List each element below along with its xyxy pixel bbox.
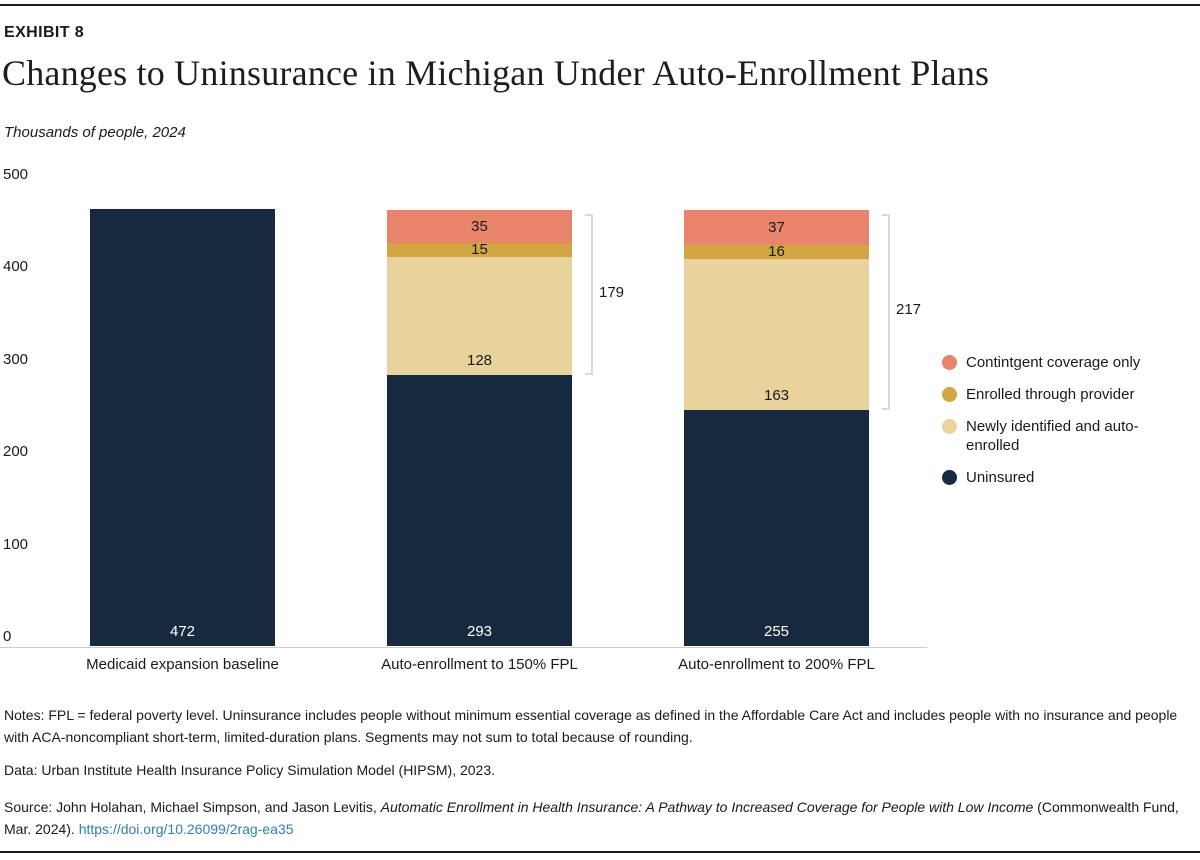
legend-label: Contintgent coverage only bbox=[966, 354, 1141, 371]
bottom-rule bbox=[0, 851, 1200, 853]
y-axis-tick-label: 200 bbox=[3, 443, 29, 461]
y-axis-tick-label: 300 bbox=[3, 350, 29, 368]
chart-legend: Contintgent coverage only Enrolled throu… bbox=[942, 353, 1172, 487]
doi-link[interactable]: https://doi.org/10.26099/2rag-ea35 bbox=[78, 821, 294, 837]
data-credit-text: Data: Urban Institute Health Insurance P… bbox=[4, 762, 496, 778]
bar-value-label: 293 bbox=[466, 622, 493, 640]
legend-item: Enrolled through provider bbox=[942, 385, 1172, 404]
legend-item: Uninsured bbox=[942, 468, 1172, 487]
y-axis-tick-label: 0 bbox=[3, 628, 12, 645]
legend-swatch-contingent bbox=[942, 355, 957, 370]
notes-text: Notes: FPL = federal poverty level. Unin… bbox=[4, 707, 1178, 745]
bar-segment: 163 bbox=[684, 259, 869, 411]
bar-value-label: 163 bbox=[763, 387, 790, 405]
x-axis-category-label: Medicaid expansion baseline bbox=[86, 656, 279, 673]
page-title: Changes to Uninsurance in Michigan Under… bbox=[2, 53, 990, 93]
bar-value-label: 16 bbox=[768, 243, 785, 261]
legend-swatch-uninsured bbox=[942, 470, 957, 485]
range-bracket bbox=[585, 214, 593, 376]
bar-segment: 15 bbox=[387, 240, 572, 258]
top-rule bbox=[0, 4, 1200, 6]
bar-segment: 255 bbox=[684, 410, 869, 646]
source-text: Source: John Holahan, Michael Simpson, a… bbox=[4, 796, 1190, 840]
range-bracket bbox=[882, 214, 890, 411]
bar-value-label: 37 bbox=[768, 218, 785, 236]
bar-value-label: 472 bbox=[169, 622, 196, 640]
bar-value-label: 15 bbox=[471, 240, 488, 258]
legend-label: Enrolled through provider bbox=[966, 386, 1135, 403]
bar-segment: 293 bbox=[387, 375, 572, 646]
bar-value-label: 35 bbox=[471, 217, 488, 235]
range-bracket-label: 179 bbox=[599, 283, 625, 301]
x-axis-category-label: Auto-enrollment to 150% FPL bbox=[381, 656, 578, 673]
bar-value-label: 128 bbox=[466, 352, 493, 370]
y-axis-tick-label: 100 bbox=[3, 535, 29, 553]
chart-units-subtitle: Thousands of people, 2024 bbox=[4, 124, 186, 141]
legend-swatch-newly-identified bbox=[942, 419, 957, 434]
legend-swatch-provider bbox=[942, 387, 957, 402]
bar-segment: 37 bbox=[684, 210, 869, 245]
bar-segment: 35 bbox=[387, 210, 572, 243]
source-title: Automatic Enrollment in Health Insurance… bbox=[380, 799, 1034, 815]
range-bracket-label: 217 bbox=[896, 301, 922, 319]
legend-label: Uninsured bbox=[966, 469, 1035, 486]
legend-label: Newly identified and auto-enrolled bbox=[966, 418, 1139, 454]
x-axis-line bbox=[0, 647, 927, 648]
bar-value-label: 255 bbox=[763, 622, 790, 640]
exhibit-label: EXHIBIT 8 bbox=[4, 24, 85, 41]
source-prefix: Source: John Holahan, Michael Simpson, a… bbox=[4, 799, 381, 815]
legend-item: Newly identified and auto-enrolled bbox=[942, 417, 1172, 455]
y-axis-tick-label: 500 bbox=[3, 165, 29, 183]
bar-segment: 128 bbox=[387, 256, 572, 376]
legend-item: Contintgent coverage only bbox=[942, 353, 1172, 372]
source-suffix: (Commonwealth Fund, Mar. 2024). bbox=[4, 799, 1179, 837]
bar-segment: 472 bbox=[90, 209, 275, 646]
y-axis-tick-label: 400 bbox=[3, 258, 29, 276]
x-axis-category-label: Auto-enrollment to 200% FPL bbox=[678, 656, 875, 673]
bar-segment: 16 bbox=[684, 243, 869, 261]
